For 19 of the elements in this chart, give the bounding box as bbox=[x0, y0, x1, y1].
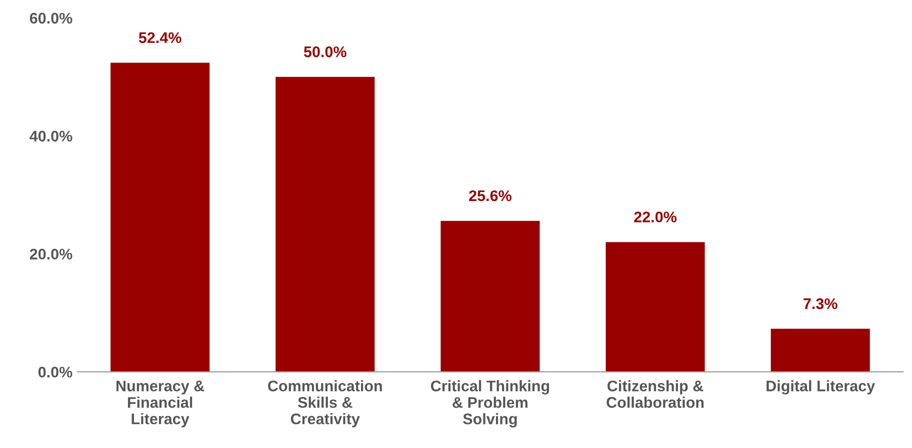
data-label: 50.0% bbox=[304, 46, 346, 58]
y-tick-label: 40.0% bbox=[30, 130, 72, 142]
x-tick-label: Citizenship & Collaboration bbox=[606, 380, 704, 408]
data-label: 22.0% bbox=[634, 212, 677, 222]
bar bbox=[606, 242, 705, 372]
x-tick-label: Numeracy & Financial Literacy bbox=[116, 380, 204, 428]
y-tick-label: 60.0% bbox=[30, 12, 72, 24]
data-label: 7.3% bbox=[804, 298, 838, 310]
data-label: 25.6% bbox=[469, 190, 512, 202]
x-tick-label: Communication Skills & Creativity bbox=[268, 380, 382, 428]
bar bbox=[770, 328, 870, 372]
y-tick-label: 0.0% bbox=[38, 366, 72, 378]
bar bbox=[110, 62, 210, 372]
data-label: 52.4% bbox=[138, 32, 182, 44]
bar bbox=[276, 76, 375, 372]
x-tick-label: Critical Thinking & Problem Solving bbox=[430, 380, 550, 428]
y-tick-label: 20.0% bbox=[30, 248, 72, 260]
bar bbox=[440, 220, 540, 372]
x-tick-label: Digital Literacy bbox=[766, 380, 876, 394]
